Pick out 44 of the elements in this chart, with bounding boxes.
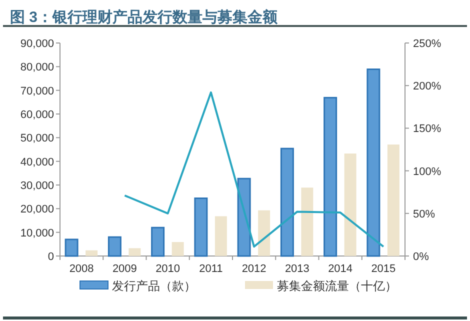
bar	[194, 198, 208, 257]
x-tick-label: 2014	[328, 263, 353, 275]
y2-tick-label: 100%	[413, 166, 442, 178]
x-tick-label: 2012	[242, 263, 266, 275]
bar	[387, 144, 400, 256]
bar	[151, 226, 165, 257]
y-tick-label: 60,000	[20, 109, 54, 121]
y2-tick-label: 50%	[413, 208, 436, 220]
bar	[258, 210, 270, 256]
bar	[214, 216, 227, 256]
y2-tick-label: 0%	[413, 251, 430, 263]
x-tick-label: 2010	[156, 263, 180, 275]
y-tick-label: 20,000	[20, 204, 54, 216]
y2-tick-label: 250%	[413, 38, 442, 50]
line-series	[124, 91, 384, 248]
x-tick-label: 2011	[199, 263, 223, 275]
y-tick-label: 80,000	[20, 62, 54, 74]
y-tick-label: 10,000	[20, 227, 54, 240]
y-tick-label: 40,000	[20, 156, 54, 168]
bar	[86, 250, 98, 256]
bar	[324, 96, 338, 257]
y-tick-label: 0	[48, 251, 54, 263]
y2-tick-label: 150%	[413, 123, 442, 136]
bar	[280, 148, 294, 257]
y-tick-label: 90,000	[20, 38, 54, 50]
y-tick-label: 30,000	[20, 180, 54, 192]
bar	[366, 68, 380, 257]
chart-title: 图 3：银行理财产品发行数量与募集金额	[10, 8, 279, 26]
bar	[301, 188, 314, 256]
legend-label: 发行产品（款）	[112, 279, 196, 293]
y2-tick-label: 200%	[413, 80, 442, 93]
y-tick-label: 70,000	[20, 85, 54, 98]
bar	[344, 154, 356, 256]
bar	[172, 242, 184, 256]
legend-label: 募集金额流量（十亿）	[277, 279, 397, 293]
bar	[108, 236, 122, 257]
bar	[128, 248, 141, 256]
bar	[237, 178, 251, 257]
y-tick-label: 50,000	[20, 132, 54, 145]
bar	[64, 238, 78, 257]
x-tick-label: 2009	[112, 263, 137, 275]
x-tick-label: 2013	[284, 263, 310, 275]
x-tick-label: 2008	[69, 263, 94, 275]
x-tick-label: 2015	[371, 263, 396, 275]
